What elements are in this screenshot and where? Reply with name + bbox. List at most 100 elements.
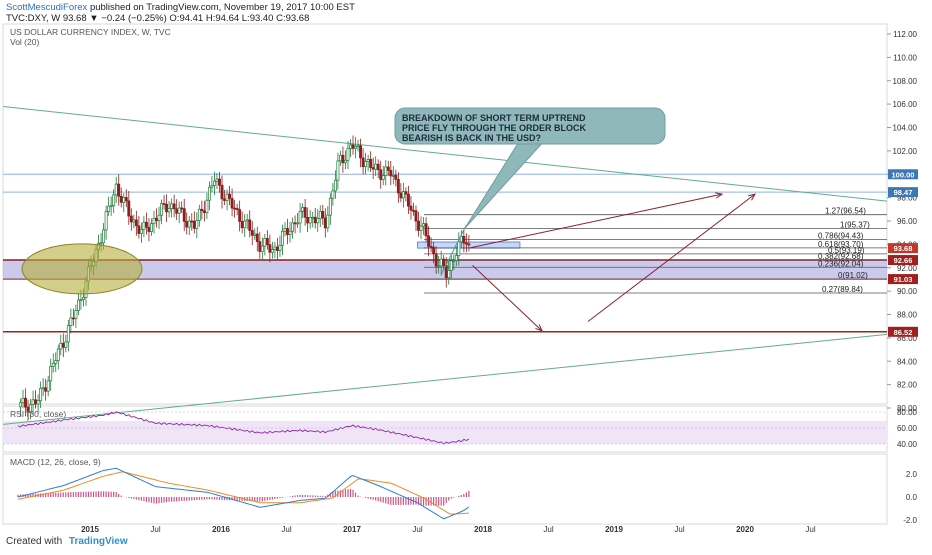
candle [452,254,456,270]
candle [281,224,284,256]
candle [288,222,292,243]
candle [404,187,408,202]
macd-tick-label: -2.0 [903,516,917,525]
candle [64,334,68,353]
x-tick-label: 2015 [81,525,99,534]
candle-body [64,341,68,348]
candle-body [190,220,194,223]
candle-body [260,245,264,252]
candle [152,210,156,234]
candle [326,206,330,233]
candle [245,213,249,230]
rsi-tick-label: 60.00 [897,424,918,433]
candle-body [323,217,327,229]
price-tick-label: 92.00 [897,264,918,273]
x-tick-label: 2016 [212,525,230,534]
x-tick-label: Jul [543,525,553,534]
x-tick-label: 2017 [343,525,361,534]
candle-body [197,208,201,221]
candle-body [238,209,242,222]
candle-body [286,228,289,236]
annotation-callout[interactable]: BREAKDOWN OF SHORT TERM UPTREND PRICE FL… [394,107,666,229]
callout-box [394,107,666,145]
candle [389,160,393,186]
projection-arrow-up-2-head [748,193,757,201]
candle-body [54,360,58,364]
candle-body [104,211,108,231]
price-tick-label: 98.00 [897,194,918,203]
candle-body [288,230,292,236]
candle-body [157,214,161,221]
candle-body [124,197,128,202]
candle [268,234,272,263]
candle [230,188,234,217]
candle [260,237,264,260]
candle [399,183,403,203]
macd-label: MACD (12, 26, close, 9) [10,457,101,467]
candle [417,212,420,237]
candle [74,304,78,328]
candle [308,210,312,229]
candle-body [132,219,136,223]
candle-body [346,147,350,161]
tradingview-logo[interactable]: TradingView [68,536,128,547]
candle-body [417,220,420,231]
author-link[interactable]: ScottMescudiForex [6,2,88,13]
projection-arrow-up-1 [469,193,723,249]
candle-body [439,258,443,267]
created-with-text: Created with [6,536,63,547]
price-tick-label: 82.00 [897,381,918,390]
candle-body [195,220,199,229]
candle [157,206,161,229]
candle-body [404,191,408,195]
price-badge-label: 86.52 [894,328,913,337]
candle-body [301,207,305,212]
candle-body [306,217,310,224]
candle-body [265,238,269,245]
candle [323,208,327,238]
candle-body [376,163,380,171]
candle [122,193,126,213]
candle [175,199,179,221]
candle-body [366,159,370,162]
volume-label: Vol (20) [10,37,40,47]
candle-body [464,242,468,245]
candle-body [119,195,123,203]
candle-body [155,217,158,221]
candle-body [180,207,184,210]
candle [182,198,186,232]
candle-body [414,210,418,222]
candle-body [454,255,458,261]
x-tick-label: Jul [281,525,291,534]
price-badge-label: 92.66 [894,256,913,265]
candle-body [349,144,352,149]
candle [464,233,468,253]
candle-body [331,190,335,199]
candle-body [379,169,383,180]
candle-body [240,221,244,229]
candle-body [401,191,405,199]
candle-body [137,225,141,234]
candle-body [452,260,456,262]
candle [384,160,388,186]
price-badge [888,243,918,254]
candle [278,235,282,257]
candle-body [328,197,332,216]
x-tick-label: Jul [150,525,160,534]
candle-body [278,244,282,251]
candle [172,194,176,218]
projection-arrow-up-1-head [715,192,724,199]
candle [132,214,136,229]
candle [185,212,189,235]
candle [177,201,181,224]
candle-body [394,174,398,180]
candle [354,136,357,159]
price-badge-label: 100.00 [892,170,915,179]
candle [200,200,204,220]
candle-body [172,203,176,210]
candle-body [316,218,320,224]
candle [61,333,65,358]
candle-body [192,220,196,229]
